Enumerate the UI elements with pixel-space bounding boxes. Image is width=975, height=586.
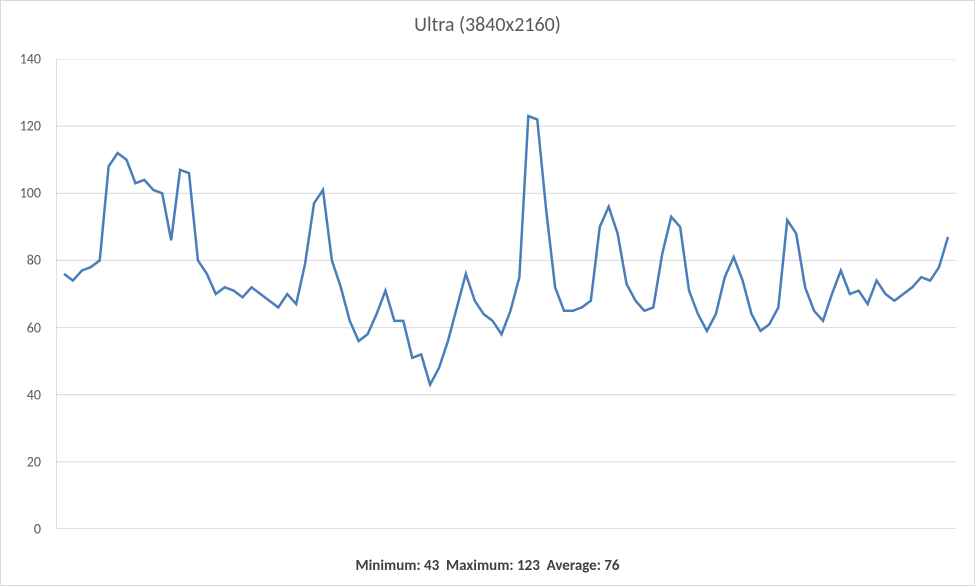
data-series-line [64,116,948,385]
y-tick-label: 100 [20,185,41,202]
stat-max-value: 123 [517,557,540,575]
y-tick-label: 20 [27,453,41,470]
y-tick-label: 140 [20,51,41,68]
summary-stats: Minimum: 43 Maximum: 123 Average: 76 [1,557,974,575]
chart-container: Ultra (3840x2160) 0 20 40 60 80 100 120 140 Min… [0,0,975,586]
stat-min-label: Minimum: [355,557,420,575]
chart-title: Ultra (3840x2160) [1,13,974,37]
stat-avg-label: Average: [547,557,601,575]
y-tick-label: 120 [20,118,41,135]
stat-avg-value: 76 [604,557,619,575]
stat-min-value: 43 [424,557,439,575]
y-axis: 020406080100120140 [1,59,49,529]
stat-max-label: Maximum: [446,557,514,575]
gridlines [56,59,956,529]
y-tick-label: 0 [34,521,41,538]
plot-area [56,59,956,529]
y-tick-label: 40 [27,386,41,403]
y-tick-label: 60 [27,319,41,336]
y-tick-label: 80 [27,252,41,269]
chart-svg [56,59,956,529]
